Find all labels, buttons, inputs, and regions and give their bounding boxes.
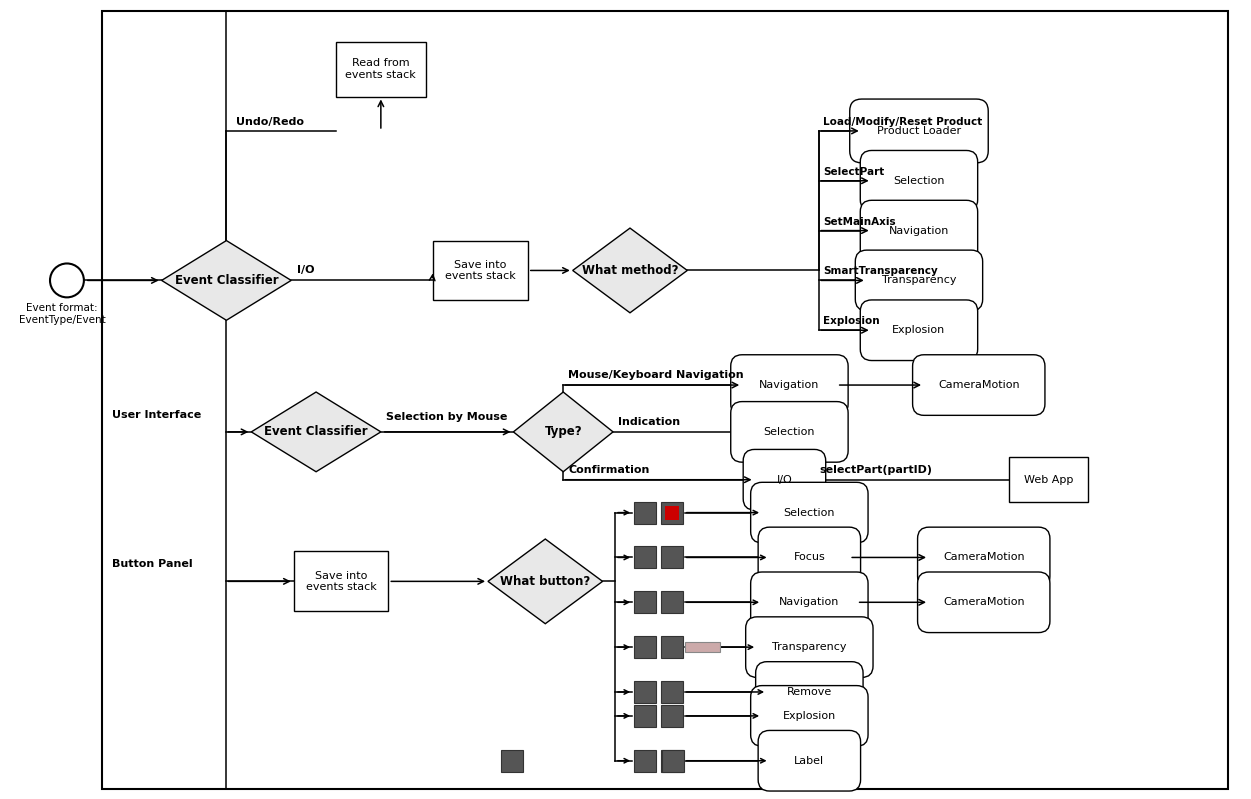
Text: CameraMotion: CameraMotion: [938, 380, 1020, 390]
Bar: [337, 42, 425, 97]
Polygon shape: [488, 539, 603, 624]
Text: Event Classifier: Event Classifier: [175, 274, 278, 287]
Circle shape: [50, 264, 84, 297]
Bar: [664, 506, 679, 519]
Text: Save into
events stack: Save into events stack: [445, 260, 515, 281]
Text: selectPart(partID): selectPart(partID): [819, 465, 932, 475]
Bar: [634, 547, 656, 568]
FancyBboxPatch shape: [856, 250, 982, 311]
Text: Explosion: Explosion: [783, 711, 836, 721]
Polygon shape: [161, 240, 291, 320]
FancyBboxPatch shape: [751, 572, 868, 633]
Polygon shape: [573, 228, 687, 312]
Text: Read from
events stack: Read from events stack: [345, 58, 417, 80]
Text: Explosion: Explosion: [892, 325, 946, 336]
Text: Load/Modify/Reset Product: Load/Modify/Reset Product: [823, 117, 982, 127]
Text: Selection: Selection: [783, 507, 836, 518]
Text: Explosion: Explosion: [823, 316, 879, 326]
Bar: [294, 551, 388, 611]
Polygon shape: [513, 392, 613, 471]
Bar: [634, 502, 656, 523]
Text: I/O: I/O: [777, 475, 792, 485]
Text: Transparency: Transparency: [772, 642, 847, 652]
Bar: [634, 705, 656, 727]
Bar: [661, 681, 683, 703]
Text: Save into
events stack: Save into events stack: [305, 570, 377, 592]
Text: CameraMotion: CameraMotion: [943, 552, 1025, 562]
Bar: [634, 591, 656, 614]
Text: SetMainAxis: SetMainAxis: [823, 217, 896, 227]
Bar: [662, 749, 684, 772]
FancyBboxPatch shape: [861, 300, 978, 360]
Bar: [661, 749, 683, 772]
Bar: [634, 681, 656, 703]
Text: Event format:
EventType/Event: Event format: EventType/Event: [19, 304, 105, 325]
Text: CameraMotion: CameraMotion: [943, 598, 1025, 607]
Text: Event Classifier: Event Classifier: [264, 425, 368, 439]
Text: Remove: Remove: [787, 687, 832, 697]
Text: Mouse/Keyboard Navigation: Mouse/Keyboard Navigation: [568, 370, 744, 380]
FancyBboxPatch shape: [751, 483, 868, 543]
Bar: [661, 502, 683, 523]
Bar: [661, 705, 683, 727]
Bar: [661, 636, 683, 658]
Text: Undo/Redo: Undo/Redo: [236, 117, 304, 127]
Text: Selection: Selection: [763, 427, 816, 437]
Text: Product Loader: Product Loader: [877, 126, 961, 136]
Bar: [1008, 457, 1088, 502]
Text: Transparency: Transparency: [882, 276, 956, 285]
FancyBboxPatch shape: [758, 730, 861, 791]
Bar: [684, 642, 719, 652]
Bar: [634, 749, 656, 772]
Text: What button?: What button?: [500, 574, 590, 588]
Polygon shape: [251, 392, 380, 471]
FancyBboxPatch shape: [758, 527, 861, 588]
FancyBboxPatch shape: [731, 355, 848, 415]
Text: Button Panel: Button Panel: [111, 559, 193, 570]
Text: Navigation: Navigation: [759, 380, 819, 390]
FancyBboxPatch shape: [743, 449, 826, 510]
Text: Focus: Focus: [793, 552, 826, 562]
FancyBboxPatch shape: [861, 150, 978, 211]
Bar: [661, 547, 683, 568]
Text: User Interface: User Interface: [111, 410, 201, 420]
FancyBboxPatch shape: [917, 527, 1050, 588]
Text: Web App: Web App: [1023, 475, 1073, 485]
Text: Confirmation: Confirmation: [568, 465, 649, 475]
FancyBboxPatch shape: [917, 572, 1050, 633]
FancyBboxPatch shape: [731, 402, 848, 462]
Text: Type?: Type?: [544, 425, 582, 439]
Text: Label: Label: [794, 756, 824, 765]
Text: SelectPart: SelectPart: [823, 167, 884, 177]
FancyBboxPatch shape: [912, 355, 1045, 415]
FancyBboxPatch shape: [756, 662, 863, 722]
Bar: [502, 749, 523, 772]
Bar: [433, 240, 528, 300]
Bar: [634, 636, 656, 658]
Text: What method?: What method?: [582, 264, 678, 277]
Text: SmartTransparency: SmartTransparency: [823, 266, 938, 276]
FancyBboxPatch shape: [746, 617, 873, 678]
Text: Navigation: Navigation: [888, 225, 950, 236]
FancyBboxPatch shape: [751, 686, 868, 746]
Text: Selection: Selection: [893, 176, 945, 185]
Text: Navigation: Navigation: [779, 598, 839, 607]
Bar: [661, 591, 683, 614]
FancyBboxPatch shape: [861, 201, 978, 261]
FancyBboxPatch shape: [849, 99, 988, 163]
Text: Selection by Mouse: Selection by Mouse: [385, 412, 507, 422]
Text: I/O: I/O: [298, 265, 315, 276]
Text: Indication: Indication: [618, 417, 681, 427]
